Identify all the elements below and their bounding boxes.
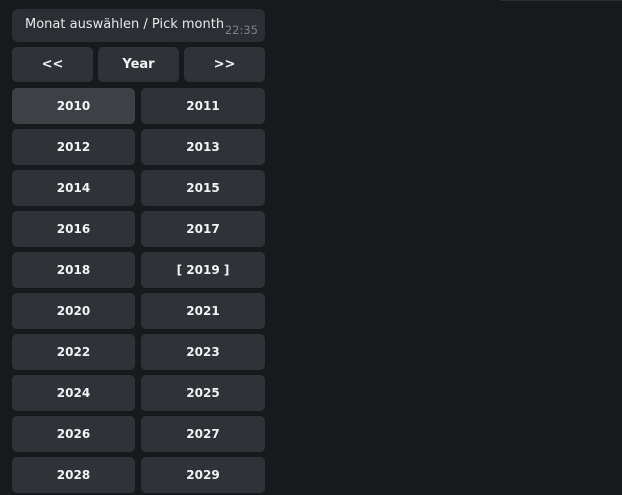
year-button[interactable]: 2020 <box>12 293 135 329</box>
year-button[interactable]: 2015 <box>141 170 265 206</box>
next-button[interactable]: >> <box>184 47 265 82</box>
prev-button[interactable]: << <box>12 47 93 82</box>
year-button[interactable]: [ 2019 ] <box>141 252 265 288</box>
header-divider <box>500 0 622 1</box>
year-button[interactable]: 2012 <box>12 129 135 165</box>
year-button[interactable]: 2023 <box>141 334 265 370</box>
year-button[interactable]: 2025 <box>141 375 265 411</box>
year-button[interactable]: 2022 <box>12 334 135 370</box>
year-button[interactable]: 2028 <box>12 457 135 493</box>
year-button[interactable]: 2014 <box>12 170 135 206</box>
year-button[interactable]: 2026 <box>12 416 135 452</box>
year-button[interactable]: 2021 <box>141 293 265 329</box>
year-button[interactable]: 2018 <box>12 252 135 288</box>
year-button[interactable]: 2024 <box>12 375 135 411</box>
year-button[interactable]: 2016 <box>12 211 135 247</box>
year-button[interactable]: 2017 <box>141 211 265 247</box>
year-button[interactable]: 2027 <box>141 416 265 452</box>
year-button[interactable]: 2029 <box>141 457 265 493</box>
year-mode-button[interactable]: Year <box>98 47 179 82</box>
message-bubble: Monat auswählen / Pick month 22:35 <box>12 9 265 42</box>
year-button[interactable]: 2013 <box>141 129 265 165</box>
message-time: 22:35 <box>224 23 258 37</box>
message-text: Monat auswählen / Pick month <box>25 17 225 32</box>
year-button[interactable]: 2010 <box>12 88 135 124</box>
year-button[interactable]: 2011 <box>141 88 265 124</box>
